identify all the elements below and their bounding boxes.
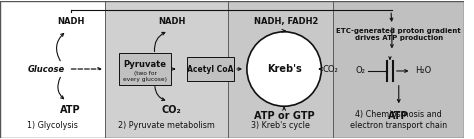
Bar: [228, 1, 333, 138]
Bar: [105, 1, 228, 138]
Text: O₂: O₂: [356, 66, 365, 75]
Text: CO₂: CO₂: [322, 64, 338, 74]
Bar: [333, 1, 465, 138]
Text: H₂O: H₂O: [415, 66, 431, 75]
Text: ATP: ATP: [389, 111, 409, 121]
Text: Acetyl CoA: Acetyl CoA: [187, 64, 234, 74]
Text: Kreb's: Kreb's: [267, 64, 301, 74]
Text: NADH: NADH: [57, 18, 84, 27]
Text: (two for
every glucose): (two for every glucose): [123, 71, 167, 82]
Text: NADH: NADH: [158, 18, 185, 27]
Text: 2) Pyruvate metabolism: 2) Pyruvate metabolism: [118, 121, 215, 130]
Text: 3) Kreb's cycle: 3) Kreb's cycle: [251, 121, 310, 130]
Text: 4) Chemiosmosis and
electron transport chain: 4) Chemiosmosis and electron transport c…: [350, 110, 447, 130]
FancyBboxPatch shape: [118, 53, 172, 85]
Text: ATP: ATP: [60, 105, 81, 115]
Text: 1) Glycolysis: 1) Glycolysis: [27, 121, 78, 130]
Text: Glucose: Glucose: [27, 64, 64, 74]
Ellipse shape: [247, 32, 321, 106]
Text: CO₂: CO₂: [162, 105, 182, 115]
Text: NADH, FADH2: NADH, FADH2: [254, 18, 318, 27]
Text: ATP or GTP: ATP or GTP: [254, 111, 314, 121]
Bar: [0, 1, 105, 138]
Text: Pyruvate: Pyruvate: [124, 60, 166, 69]
FancyBboxPatch shape: [187, 57, 234, 81]
Text: ETC-generated proton gradient
drives ATP production: ETC-generated proton gradient drives ATP…: [337, 28, 461, 41]
